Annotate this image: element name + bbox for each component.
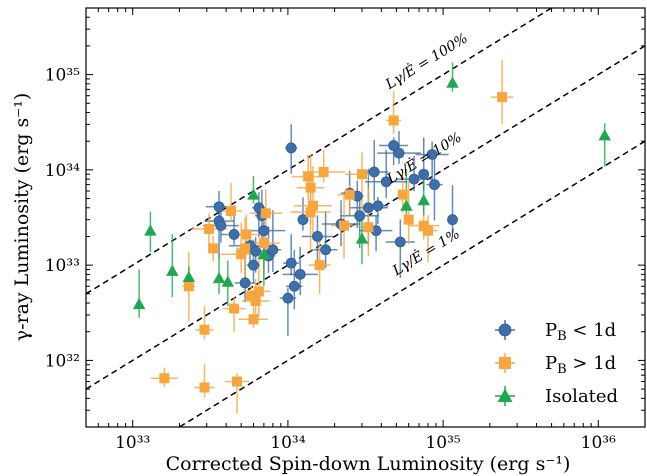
pb-lt-1d-point <box>250 245 262 257</box>
pb-lt-1d-point <box>312 231 323 242</box>
pb-gt-1d-point <box>303 171 314 182</box>
pb-lt-1d-point <box>380 176 392 188</box>
pb-lt-1d-point <box>408 173 420 185</box>
pb-lt-1d-point <box>213 201 225 213</box>
isolated-point <box>212 271 226 284</box>
plot-area <box>86 8 645 427</box>
pb-gt-1d-point <box>344 189 355 200</box>
pb-lt-1d-point <box>418 168 430 180</box>
pb-gt-1d-point <box>260 208 271 219</box>
pb-gt-1d-point <box>497 92 508 103</box>
plot-frame <box>85 7 646 428</box>
isolated-point <box>247 188 260 200</box>
pb-lt-1d-point <box>429 179 440 191</box>
pb-gt-1d-point <box>250 296 261 307</box>
pb-lt-1d-point <box>394 236 406 248</box>
legend: PB < 1d PB > 1d Isolated <box>495 320 618 407</box>
pb-lt-1d-point <box>228 229 240 240</box>
pb-gt-1d-point <box>318 166 329 177</box>
pb-gt-1d-point <box>339 220 350 231</box>
y-tick-label: 10³⁴ <box>45 161 80 181</box>
pb-gt-1d-point <box>305 182 316 193</box>
pb-gt-1d-point <box>363 222 374 233</box>
pb-gt-1d-point <box>305 207 316 218</box>
pb-gt-1d-point <box>418 220 429 231</box>
pb-lt-1d-point <box>267 244 279 256</box>
isolated-point <box>355 232 369 244</box>
pb-gt-1d-point <box>258 238 269 249</box>
isolated-point <box>257 248 271 260</box>
isolated-point <box>166 264 179 276</box>
pb-gt-1d-point <box>253 286 264 297</box>
pb-lt-1d-point <box>285 257 297 269</box>
pb-gt-1d-point <box>307 200 318 211</box>
isolated-point <box>132 297 146 310</box>
pb-gt-1d-point <box>232 376 243 387</box>
pb-gt-1d-point <box>240 243 251 254</box>
pb-lt-1d-point <box>393 147 405 159</box>
pb-lt-1d-point <box>239 277 251 289</box>
pb-gt-1d-point <box>199 324 210 335</box>
pb-lt-1d-point <box>354 210 366 222</box>
pb-lt-1d-point <box>248 259 259 271</box>
data-points <box>132 76 611 393</box>
isolated-point <box>446 76 459 88</box>
pb-gt-1d-point <box>356 169 367 180</box>
axis-ticks: 10³³ 10³⁴ 10³⁵ 10³⁶ 10³² 10³³ 10³⁴ 10³⁵ <box>45 7 646 453</box>
pb-lt-1d-point <box>388 140 400 151</box>
pb-gt-1d-point <box>236 249 247 260</box>
legend-marker <box>497 388 513 402</box>
x-tick-label: 10³⁵ <box>425 433 460 453</box>
x-tick-label: 10³³ <box>115 433 150 453</box>
pb-lt-1d-point <box>372 200 384 212</box>
pb-gt-1d-point <box>241 229 252 240</box>
pb-lt-1d-point <box>282 292 294 304</box>
y-tick-label: 10³⁵ <box>45 66 80 86</box>
y-tick-label: 10³² <box>45 351 80 371</box>
legend-label: PB < 1d <box>545 320 616 344</box>
pb-lt-1d-point <box>288 280 300 292</box>
pb-gt-1d-point <box>159 373 170 384</box>
legend-marker <box>498 323 512 337</box>
pb-gt-1d-point <box>397 189 408 200</box>
pb-lt-1d-point <box>294 268 306 280</box>
x-axis-label: Corrected Spin-down Luminosity (erg s⁻¹) <box>166 453 571 475</box>
legend-marker <box>499 357 511 369</box>
legend-label: PB > 1d <box>545 353 616 377</box>
pb-gt-1d-point <box>248 314 259 325</box>
pb-lt-1d-point <box>258 225 270 237</box>
pb-lt-1d-point <box>426 149 438 160</box>
pb-gt-1d-point <box>246 290 257 301</box>
pb-lt-1d-point <box>320 244 332 256</box>
isolated-point <box>221 275 235 287</box>
pb-gt-1d-point <box>423 225 434 236</box>
pb-lt-1d-point <box>368 166 380 178</box>
pb-gt-1d-point <box>314 260 325 271</box>
isolated-point <box>144 224 157 236</box>
pb-lt-1d-point <box>362 202 374 214</box>
pb-gt-1d-point <box>203 223 214 234</box>
pb-gt-1d-point <box>183 281 194 292</box>
pb-gt-1d-point <box>199 382 210 393</box>
legend-label: Isolated <box>545 386 618 407</box>
x-tick-label: 10³⁶ <box>581 433 616 453</box>
x-tick-label: 10³⁴ <box>270 433 305 453</box>
isolated-point <box>400 199 413 211</box>
y-axis-label: γ-ray Luminosity (erg s⁻¹) <box>11 93 33 342</box>
pb-lt-1d-point <box>285 142 297 154</box>
pb-gt-1d-point <box>226 206 237 217</box>
isolated-point <box>182 270 196 283</box>
isolated-point <box>598 129 611 141</box>
pb-gt-1d-point <box>208 243 219 254</box>
pb-lt-1d-point <box>297 214 309 226</box>
isolated-point <box>417 193 430 206</box>
y-tick-label: 10³³ <box>45 256 80 276</box>
pb-lt-1d-point <box>447 214 458 226</box>
pb-gt-1d-point <box>388 115 399 126</box>
pb-gt-1d-point <box>229 303 240 314</box>
pb-lt-1d-point <box>215 220 227 232</box>
pb-gt-1d-point <box>403 214 414 225</box>
